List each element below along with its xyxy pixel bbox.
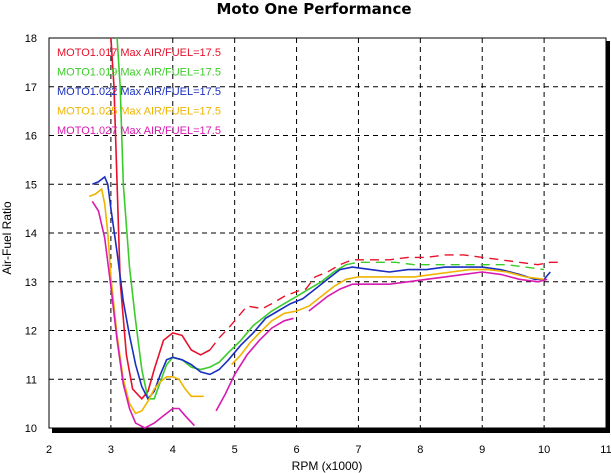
grid-lines	[49, 38, 606, 428]
legend-entry: MOTO1.017 Max AIR/FUEL=17.5	[57, 47, 221, 59]
x-tick-label: 2	[46, 444, 52, 456]
plot-frame	[48, 37, 610, 433]
x-tick-label: 3	[108, 444, 114, 456]
x-tick-label: 8	[417, 444, 423, 456]
x-tick-label: 9	[479, 444, 485, 456]
chart-title: Moto One Performance	[216, 0, 411, 18]
x-tick-label: 11	[600, 444, 611, 456]
y-tick-label: 18	[25, 33, 37, 45]
legend: MOTO1.017 Max AIR/FUEL=17.5 MOTO1.019 Max…	[57, 47, 221, 137]
series-line-dashed	[345, 261, 545, 271]
x-tick-label: 10	[538, 444, 550, 456]
series-line	[215, 317, 294, 412]
series-line	[88, 187, 204, 415]
series-line	[92, 175, 551, 401]
legend-entry: MOTO1.022 Max AIR/FUEL=17.5	[57, 86, 221, 98]
series-moto1-027	[91, 200, 548, 429]
series-line	[308, 271, 548, 312]
frame-shadow-bottom	[52, 428, 609, 433]
series-moto1-017	[110, 37, 560, 401]
frame-shadow-right	[606, 41, 610, 433]
y-tick-label: 11	[26, 374, 37, 386]
series-line-dashed	[209, 254, 560, 351]
series-line	[110, 37, 211, 401]
x-tick-label: 7	[355, 444, 361, 456]
y-tick-label: 14	[25, 228, 37, 240]
series-moto1-022	[92, 175, 551, 401]
x-tick-label: 5	[232, 444, 238, 456]
legend-entry: MOTO1.025 Max AIR/FUEL=17.5	[57, 106, 221, 118]
y-tick-label: 13	[25, 277, 37, 289]
y-tick-label: 15	[25, 179, 37, 191]
frame-border	[48, 37, 607, 429]
series-lines	[88, 37, 560, 429]
x-axis-ticks: 2 3 4 5 6 7 8 9 10 11	[46, 444, 611, 456]
y-tick-label: 16	[25, 131, 37, 143]
x-tick-label: 6	[293, 444, 299, 456]
y-axis-ticks: 10 11 12 13 14 15 16 17 18	[25, 33, 37, 435]
series-line	[91, 200, 195, 429]
series-moto1-025	[88, 187, 545, 415]
series-line	[231, 268, 545, 366]
y-tick-label: 10	[25, 423, 37, 435]
legend-entry: MOTO1.027 Max AIR/FUEL=17.5	[57, 125, 221, 137]
x-tick-label: 4	[170, 444, 176, 456]
y-tick-label: 12	[25, 326, 37, 338]
y-axis-label: Air-Fuel Ratio	[0, 201, 14, 275]
y-tick-label: 17	[25, 82, 37, 94]
legend-entry: MOTO1.019 Max AIR/FUEL=17.5	[57, 67, 221, 79]
x-axis-label: RPM (x1000)	[292, 459, 363, 473]
